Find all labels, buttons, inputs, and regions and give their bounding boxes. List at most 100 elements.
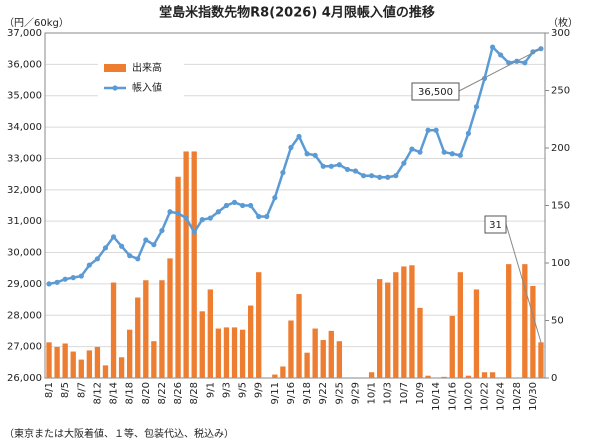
line-marker xyxy=(167,209,173,215)
bar xyxy=(304,352,310,378)
y-tick-label: 32,000 xyxy=(7,185,42,196)
bar xyxy=(288,320,294,378)
line-marker xyxy=(256,213,262,220)
line-marker xyxy=(94,256,101,262)
bar xyxy=(417,307,423,378)
y-tick-label: 30,000 xyxy=(7,248,42,259)
x-tick-label: 10/30 xyxy=(528,382,539,411)
bar xyxy=(151,341,157,378)
y-tick-label: 26,000 xyxy=(7,373,42,384)
x-tick-label: 10/9 xyxy=(415,382,426,404)
bar xyxy=(46,342,52,378)
bar xyxy=(425,375,431,378)
x-tick-label: 8/14 xyxy=(109,382,120,404)
line-marker xyxy=(143,237,149,243)
bar xyxy=(368,372,375,378)
line-marker xyxy=(425,127,431,133)
x-tick-label: 10/20 xyxy=(463,382,474,411)
x-tick-label: 10/1 xyxy=(367,382,378,404)
line-marker xyxy=(86,262,92,268)
bar xyxy=(102,365,109,378)
x-tick-label: 9/29 xyxy=(350,382,361,404)
line-marker xyxy=(110,234,117,240)
bar xyxy=(449,315,455,378)
line-marker xyxy=(54,279,60,285)
x-tick-label: 9/18 xyxy=(302,382,313,404)
x-tick-label: 9/9 xyxy=(254,382,265,398)
bar xyxy=(256,272,262,378)
bar xyxy=(457,272,463,378)
bar xyxy=(296,294,302,378)
line-marker xyxy=(377,174,383,180)
y2-tick-label: 200 xyxy=(551,143,570,154)
bar xyxy=(167,258,173,378)
line-marker xyxy=(328,163,334,169)
line-marker xyxy=(183,215,189,221)
bar xyxy=(312,328,318,378)
chart-title: 堂島米指数先物R8(2026) 4月限帳入値の推移 xyxy=(159,5,435,21)
x-tick-label: 8/12 xyxy=(92,382,103,404)
line-marker xyxy=(401,160,407,166)
x-tick-label: 8/22 xyxy=(157,382,168,404)
bar xyxy=(143,280,149,378)
line-marker xyxy=(360,173,367,179)
line-marker xyxy=(191,229,197,235)
y-tick-label: 37,000 xyxy=(7,28,42,39)
bar xyxy=(215,328,222,378)
bar xyxy=(183,151,189,378)
legend-box xyxy=(98,56,184,100)
leader-line xyxy=(505,223,542,343)
bar xyxy=(481,372,488,378)
bar xyxy=(538,342,544,378)
bar xyxy=(191,151,197,378)
bar xyxy=(401,266,407,378)
bar xyxy=(320,340,326,378)
bar xyxy=(409,265,415,378)
x-tick-label: 8/20 xyxy=(141,382,152,404)
x-tick-label: 10/28 xyxy=(512,382,523,411)
bar xyxy=(473,289,480,378)
bar xyxy=(127,329,133,378)
bar xyxy=(393,272,399,378)
x-tick-label: 8/1 xyxy=(44,382,55,398)
line-marker xyxy=(312,152,318,158)
x-tick-label: 9/22 xyxy=(318,382,329,404)
line-marker xyxy=(280,169,286,176)
line-marker xyxy=(223,202,230,209)
y2-tick-label: 250 xyxy=(551,86,570,97)
line-marker xyxy=(78,273,84,279)
bar xyxy=(54,346,60,378)
bar xyxy=(328,330,334,378)
data-label-box xyxy=(484,215,507,234)
y2-axis-label: （枚） xyxy=(548,16,578,29)
x-tick-label: 9/16 xyxy=(286,382,297,404)
bar xyxy=(110,282,117,378)
y-tick-label: 34,000 xyxy=(7,122,42,133)
line-marker xyxy=(336,162,342,168)
x-tick-label: 8/7 xyxy=(76,382,87,398)
line-marker xyxy=(119,243,125,249)
y2-tick-label: 50 xyxy=(551,316,564,327)
bar xyxy=(94,346,101,378)
y-axis-label: （円／60kg） xyxy=(4,17,69,29)
y-tick-label: 31,000 xyxy=(7,216,42,227)
legend-label: 帳入値 xyxy=(132,81,162,94)
line-marker xyxy=(465,130,471,136)
data-label: 36,500 xyxy=(418,87,453,98)
bar xyxy=(530,286,536,378)
x-tick-label: 10/3 xyxy=(383,382,394,404)
legend-label: 出来高 xyxy=(132,61,162,74)
legend-swatch xyxy=(104,64,126,72)
line-marker xyxy=(215,209,221,215)
bar xyxy=(78,359,84,378)
leader-line xyxy=(458,48,542,92)
bar xyxy=(70,351,76,378)
line-marker xyxy=(320,163,326,169)
x-tick-label: 9/11 xyxy=(270,382,281,404)
x-tick-label: 8/18 xyxy=(125,382,136,404)
line-marker xyxy=(264,213,270,220)
x-tick-label: 8/5 xyxy=(60,382,71,398)
line-marker xyxy=(175,210,181,216)
bar xyxy=(207,289,213,378)
